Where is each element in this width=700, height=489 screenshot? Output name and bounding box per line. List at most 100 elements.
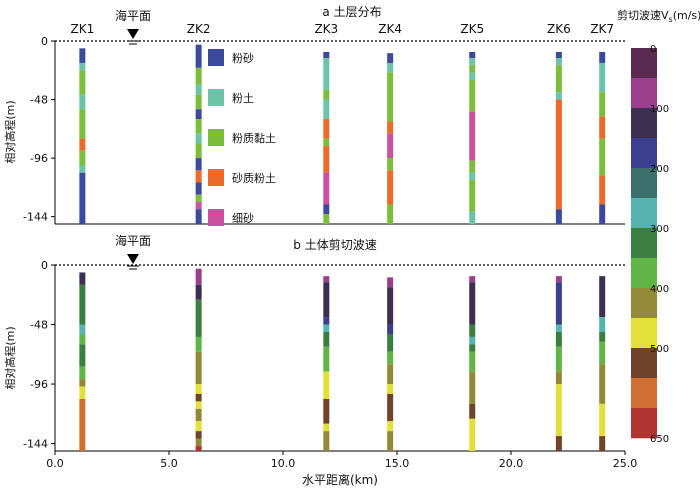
layer-segment: [599, 175, 606, 205]
colorbar-ticks: 0 100 200 300 400 500 650: [650, 44, 669, 445]
layer-segment: [195, 268, 202, 285]
colorbar-block: [631, 318, 657, 349]
layer-segment: [79, 48, 86, 63]
borehole-label-zk2: ZK2: [187, 22, 211, 36]
layer-segment: [599, 317, 606, 332]
layer-segment: [79, 344, 86, 367]
layer-segment: [599, 436, 606, 451]
layer-segment: [79, 150, 86, 166]
x-axis-label: 水平距离(km): [302, 472, 378, 487]
colorbar-tick-label: 300: [650, 224, 669, 235]
borehole-column-zk6: [555, 276, 562, 451]
layer-segment: [599, 116, 606, 139]
x-tick-label: 5.0: [160, 457, 178, 470]
borehole-label-zk3: ZK3: [314, 22, 338, 36]
layer-segment: [599, 331, 606, 342]
layer-segment: [323, 423, 330, 432]
layer-segment: [323, 331, 330, 347]
layer-segment: [599, 403, 606, 437]
x-tick-label: 10.0: [271, 457, 296, 470]
layer-segment: [79, 138, 86, 151]
colorbar-tick-label: 100: [650, 104, 669, 115]
layer-segment: [323, 282, 330, 318]
layer-segment: [195, 202, 202, 210]
borehole-column-zk2: [195, 44, 202, 224]
borehole-column-zk7: [599, 276, 606, 451]
layer-segment: [323, 346, 330, 372]
layer-segment: [79, 366, 86, 380]
colorbar-block: [631, 258, 657, 289]
layer-segment: [555, 209, 562, 224]
layer-segment: [599, 204, 606, 224]
layer-segment: [469, 180, 476, 212]
layer-segment: [79, 334, 86, 345]
borehole-columns-b: [79, 268, 606, 451]
layer-segment: [599, 138, 606, 176]
layer-segment: [79, 272, 86, 285]
layer-segment: [555, 324, 562, 332]
y-axis-label-a: 相对高程(m): [3, 100, 17, 163]
borehole-label-zk5: ZK5: [460, 22, 484, 36]
layer-segment: [195, 133, 202, 144]
colorbar-block: [631, 48, 657, 79]
borehole-label-zk7: ZK7: [590, 22, 614, 36]
layer-segment: [79, 284, 86, 325]
y-tick-label: -144: [23, 438, 48, 451]
legend-label: 砂质粉土: [232, 172, 276, 185]
layer-segment: [555, 282, 562, 325]
layer-segment: [323, 89, 330, 100]
borehole-column-zk3: [323, 276, 330, 451]
layer-segment: [387, 421, 394, 432]
borehole-label-zk6: ZK6: [547, 22, 571, 36]
layer-segment: [387, 324, 394, 335]
layer-segment: [387, 334, 394, 352]
sea-level-marker-a: 海平面: [115, 8, 151, 45]
borehole-column-zk2: [195, 268, 202, 451]
layer-segment: [555, 92, 562, 100]
layer-segment: [555, 436, 562, 451]
borehole-label-zk1: ZK1: [70, 22, 94, 36]
y-tick-label: -96: [30, 152, 48, 165]
layer-segment: [323, 214, 330, 224]
legend-label: 粉质黏土: [232, 131, 276, 145]
colorbar-blocks: [631, 48, 657, 439]
sea-level-label-b: 海平面: [115, 233, 151, 248]
sea-level-marker-b: 海平面: [115, 233, 151, 270]
layer-segment: [469, 351, 476, 372]
layer-segment: [469, 172, 476, 181]
velocity-colorbar: 剪切波速Vs(m/s) 0 100 200 300 400 500 650: [617, 8, 700, 445]
layer-segment: [387, 133, 394, 159]
layer-segment: [79, 324, 86, 335]
layer-segment: [195, 170, 202, 183]
colorbar-tick-label: 500: [650, 344, 669, 355]
layer-segment: [469, 65, 476, 73]
layer-segment: [555, 276, 562, 283]
layer-segment: [387, 431, 394, 451]
layer-segment: [79, 165, 86, 173]
layer-segment: [195, 438, 202, 447]
y-tick-label: 0: [41, 259, 48, 272]
legend-label: 细砂: [232, 212, 254, 225]
layer-segment: [469, 336, 476, 345]
y-ticks-b: 0 -48 -96 -144: [23, 259, 55, 451]
layer-segment: [387, 393, 394, 422]
colorbar-block: [631, 408, 657, 439]
layer-segment: [195, 119, 202, 134]
layer-segment: [387, 351, 394, 365]
colorbar-tick-label: 0: [650, 44, 656, 55]
layer-segment: [195, 182, 202, 195]
layer-segment: [469, 282, 476, 325]
layer-segment: [599, 276, 606, 318]
panel-a-title: a 土层分布: [322, 5, 381, 19]
layer-segment: [469, 344, 476, 352]
legend-label: 粉土: [232, 92, 254, 105]
layer-segment: [555, 346, 562, 372]
layer-segment: [195, 194, 202, 203]
layer-segment: [323, 58, 330, 90]
y-tick-label: -48: [30, 319, 48, 332]
layer-segment: [387, 121, 394, 134]
x-ticks-b: 0.0 5.0 10.0 15.0 20.0 25.0: [46, 451, 637, 470]
layer-segment: [387, 364, 394, 385]
layer-segment: [79, 172, 86, 224]
